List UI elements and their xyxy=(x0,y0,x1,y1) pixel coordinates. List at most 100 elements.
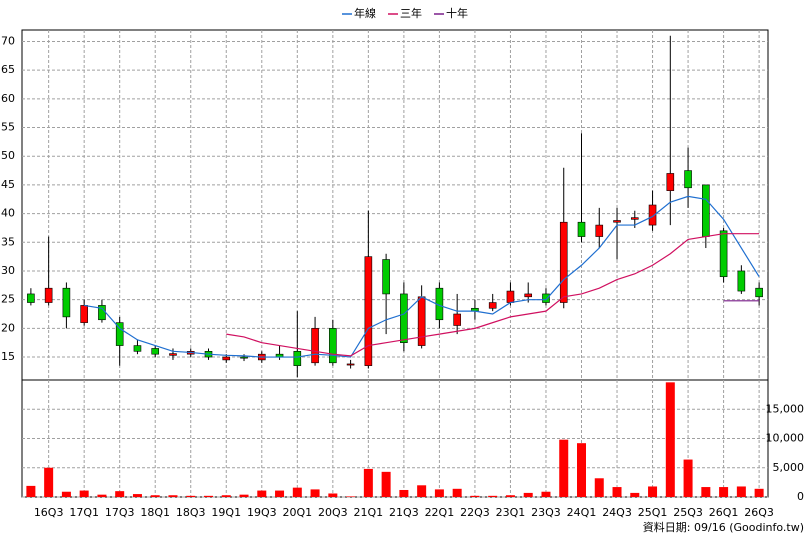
candle-body xyxy=(524,293,533,298)
volume-bar xyxy=(381,471,391,497)
volume-bar xyxy=(452,488,462,497)
y-tick-label: 40 xyxy=(1,207,15,220)
volume-bar xyxy=(346,496,356,497)
volume-bar xyxy=(221,495,231,497)
candle-body xyxy=(630,217,639,220)
volume-bar xyxy=(577,443,586,497)
volume-bar xyxy=(115,491,125,497)
volume-bar xyxy=(434,489,444,497)
volume-bar xyxy=(683,459,693,497)
candle-body xyxy=(542,293,550,303)
x-tick-label: 26Q3 xyxy=(744,506,774,519)
candle-body xyxy=(453,313,461,326)
candle-body xyxy=(364,256,373,366)
x-tick-label: 19Q3 xyxy=(247,506,277,519)
volume-bar xyxy=(665,382,675,497)
volume-bar xyxy=(328,493,338,497)
volume-bar xyxy=(559,439,569,497)
volume-bar xyxy=(61,491,71,497)
volume-bar xyxy=(701,487,711,497)
volume-bar xyxy=(754,488,764,497)
ma-line xyxy=(226,233,760,357)
x-tick-label: 16Q3 xyxy=(34,506,64,519)
y-tick-label: 70 xyxy=(1,34,15,47)
x-tick-label: 19Q1 xyxy=(211,506,241,519)
x-tick-label: 18Q1 xyxy=(140,506,170,519)
y-tick-label: 20 xyxy=(1,321,15,334)
y-tick-label: 45 xyxy=(1,178,15,191)
candle-body xyxy=(666,173,675,191)
x-tick-label: 20Q1 xyxy=(282,506,312,519)
candle-body xyxy=(27,293,35,303)
candle-body xyxy=(648,204,657,226)
y-tick-label: 15 xyxy=(1,350,15,363)
x-tick-label: 18Q3 xyxy=(176,506,206,519)
candle-body xyxy=(506,290,515,303)
candle-body xyxy=(382,259,390,295)
candle-body xyxy=(488,302,497,309)
volume-bar xyxy=(168,495,178,497)
x-tick-label: 22Q3 xyxy=(460,506,490,519)
volume-bar xyxy=(363,468,373,497)
legend-label: 三年 xyxy=(400,6,422,20)
x-tick-label: 21Q1 xyxy=(354,506,384,519)
legend-label: 十年 xyxy=(446,6,468,20)
candle-body xyxy=(115,322,124,346)
volume-bar xyxy=(132,494,142,497)
volume-bar xyxy=(399,489,409,497)
y-tick-label: 55 xyxy=(1,121,15,134)
legend-label: 年線 xyxy=(354,6,376,20)
y-tick-label: 35 xyxy=(1,235,15,248)
volume-bar xyxy=(275,490,285,497)
volume-bar xyxy=(505,495,515,497)
candle-body xyxy=(222,356,231,361)
volume-bar xyxy=(630,492,640,497)
candle-body xyxy=(417,296,426,346)
volume-bar xyxy=(204,495,213,497)
candle-body xyxy=(755,287,763,298)
x-tick-label: 20Q3 xyxy=(318,506,348,519)
candle-body xyxy=(559,221,568,303)
candle-body xyxy=(684,170,692,189)
candle-body xyxy=(613,220,621,223)
volume-bar xyxy=(310,489,320,497)
source-note: 資料日期: 09/16 (Goodinfo.tw) xyxy=(643,520,804,534)
candle-body xyxy=(577,221,586,237)
volume-bar xyxy=(417,485,427,497)
volume-bar xyxy=(594,478,604,497)
candle-body xyxy=(62,287,71,318)
volume-bar xyxy=(97,494,107,497)
x-tick-label: 21Q3 xyxy=(389,506,419,519)
volume-bar xyxy=(612,487,622,497)
candle-body xyxy=(311,328,319,364)
candle-body xyxy=(400,293,408,344)
volume-bar xyxy=(488,495,498,497)
volume-bar xyxy=(186,495,196,497)
candle-body xyxy=(719,230,728,278)
y-tick-label: 25 xyxy=(1,293,15,306)
x-tick-label: 23Q1 xyxy=(496,506,526,519)
y-tick-label: 50 xyxy=(1,149,15,162)
candle-body xyxy=(44,287,53,303)
volume-bar xyxy=(44,467,54,497)
candle-body xyxy=(737,270,746,292)
candle-body xyxy=(80,305,88,323)
candle-body xyxy=(169,353,177,356)
x-tick-label: 17Q1 xyxy=(69,506,99,519)
x-tick-label: 25Q1 xyxy=(638,506,668,519)
x-tick-label: 26Q1 xyxy=(709,506,739,519)
x-tick-label: 22Q1 xyxy=(425,506,455,519)
candle-body xyxy=(240,356,248,359)
x-tick-label: 24Q1 xyxy=(567,506,597,519)
candle-body xyxy=(151,348,160,355)
y2-tick-label: 5,000 xyxy=(773,461,805,474)
volume-bar xyxy=(736,486,746,497)
volume-bar xyxy=(26,485,36,497)
candle-body xyxy=(702,184,710,237)
candle-body xyxy=(595,224,604,237)
volume-bar xyxy=(257,490,267,497)
candle-body xyxy=(133,345,142,352)
y-tick-label: 30 xyxy=(1,264,15,277)
x-tick-label: 17Q3 xyxy=(105,506,135,519)
